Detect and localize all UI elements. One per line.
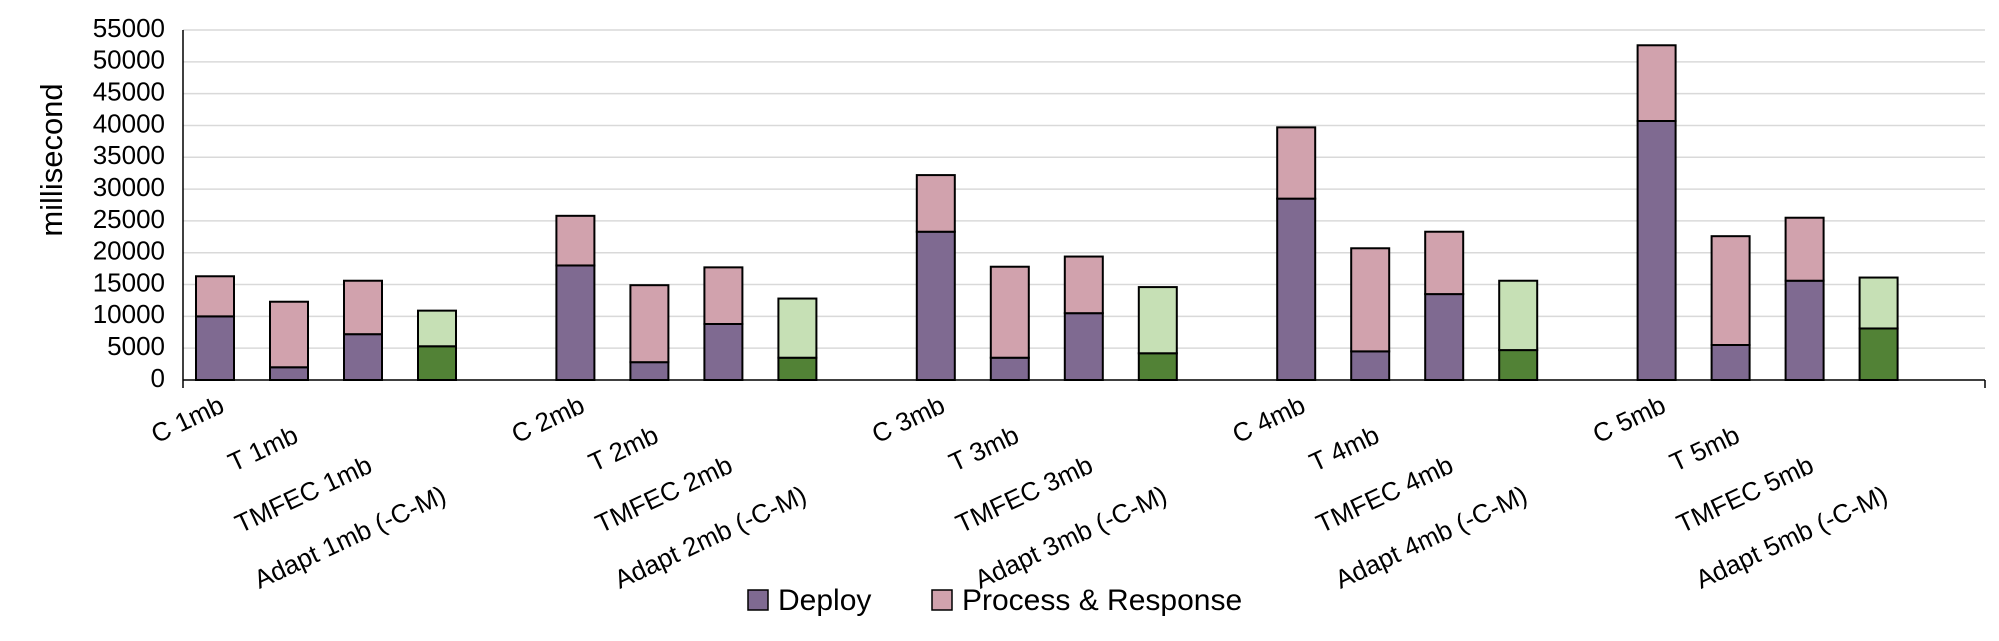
y-tick-label: 30000 [93, 172, 165, 202]
bar-process-response [555, 214, 596, 267]
y-tick-label: 5000 [107, 331, 165, 361]
x-category-label: C 1mb [146, 389, 228, 449]
y-axis-label: millisecond [34, 83, 69, 236]
bar-process-response [1063, 255, 1104, 315]
y-tick-label: 10000 [93, 299, 165, 329]
bar-deploy [703, 323, 744, 381]
bar-deploy [1636, 120, 1677, 381]
legend-label-deploy: Deploy [778, 584, 871, 617]
bar-process-response [1424, 230, 1465, 296]
bar-deploy [343, 333, 383, 382]
bar-deploy [417, 345, 457, 382]
bar-deploy [1784, 279, 1825, 381]
bar-process-response [343, 279, 383, 336]
bar-process-response [195, 275, 235, 318]
x-category-label: T 3mb [944, 419, 1023, 477]
x-category-label: C 3mb [867, 389, 949, 449]
x-category-label: T 4mb [1305, 419, 1384, 477]
bar-deploy [555, 264, 596, 382]
x-category-label: C 2mb [507, 389, 589, 449]
bar-deploy [1063, 312, 1104, 382]
bar-process-response [269, 300, 309, 369]
bars [195, 44, 1899, 382]
bar-deploy [777, 356, 818, 381]
axes [182, 30, 1986, 388]
y-tick-label: 40000 [93, 108, 165, 138]
bar-process-response [989, 265, 1030, 359]
x-category-label: T 5mb [1665, 419, 1744, 477]
bar-deploy [1350, 350, 1391, 382]
bar-process-response [1636, 44, 1677, 122]
y-tick-label: 55000 [93, 13, 165, 43]
y-tick-label: 25000 [93, 204, 165, 234]
y-tick-label: 35000 [93, 140, 165, 170]
legend: Deploy Process & Response [747, 584, 1242, 617]
bar-deploy [1858, 327, 1899, 382]
bar-process-response [1498, 279, 1539, 352]
bar-process-response [777, 297, 818, 359]
bar-process-response [1350, 247, 1391, 353]
bar-deploy [1276, 197, 1317, 381]
bar-deploy [629, 361, 670, 382]
bar-process-response [1276, 126, 1317, 200]
legend-label-process-response: Process & Response [962, 584, 1242, 617]
y-tick-label: 50000 [93, 45, 165, 75]
bar-deploy [915, 230, 956, 381]
bar-deploy [1498, 349, 1539, 382]
bar-process-response [1710, 235, 1751, 347]
bar-process-response [1137, 286, 1178, 355]
bar-process-response [629, 284, 670, 364]
y-tick-label: 45000 [93, 77, 165, 107]
x-category-label: C 4mb [1228, 389, 1310, 449]
legend-swatch-process-response [931, 589, 953, 611]
bar-deploy [195, 315, 235, 382]
bar-deploy [269, 366, 309, 382]
bar-deploy [989, 356, 1030, 381]
bar-process-response [915, 174, 956, 233]
bar-deploy [1710, 344, 1751, 381]
bar-deploy [1137, 352, 1178, 382]
x-category-label: T 2mb [584, 419, 663, 477]
y-axis-tick-labels: 0500010000150002000025000300003500040000… [93, 13, 165, 393]
legend-swatch-deploy [747, 589, 769, 611]
bar-process-response [1858, 276, 1899, 330]
bar-process-response [417, 309, 457, 348]
y-tick-label: 0 [151, 363, 165, 393]
bar-deploy [1424, 293, 1465, 381]
gridlines [183, 29, 1985, 349]
y-tick-label: 15000 [93, 267, 165, 297]
x-category-label: C 5mb [1588, 389, 1670, 449]
bar-process-response [1784, 216, 1825, 282]
y-tick-label: 20000 [93, 236, 165, 266]
x-category-label: T 1mb [223, 419, 302, 477]
bar-process-response [703, 266, 744, 326]
